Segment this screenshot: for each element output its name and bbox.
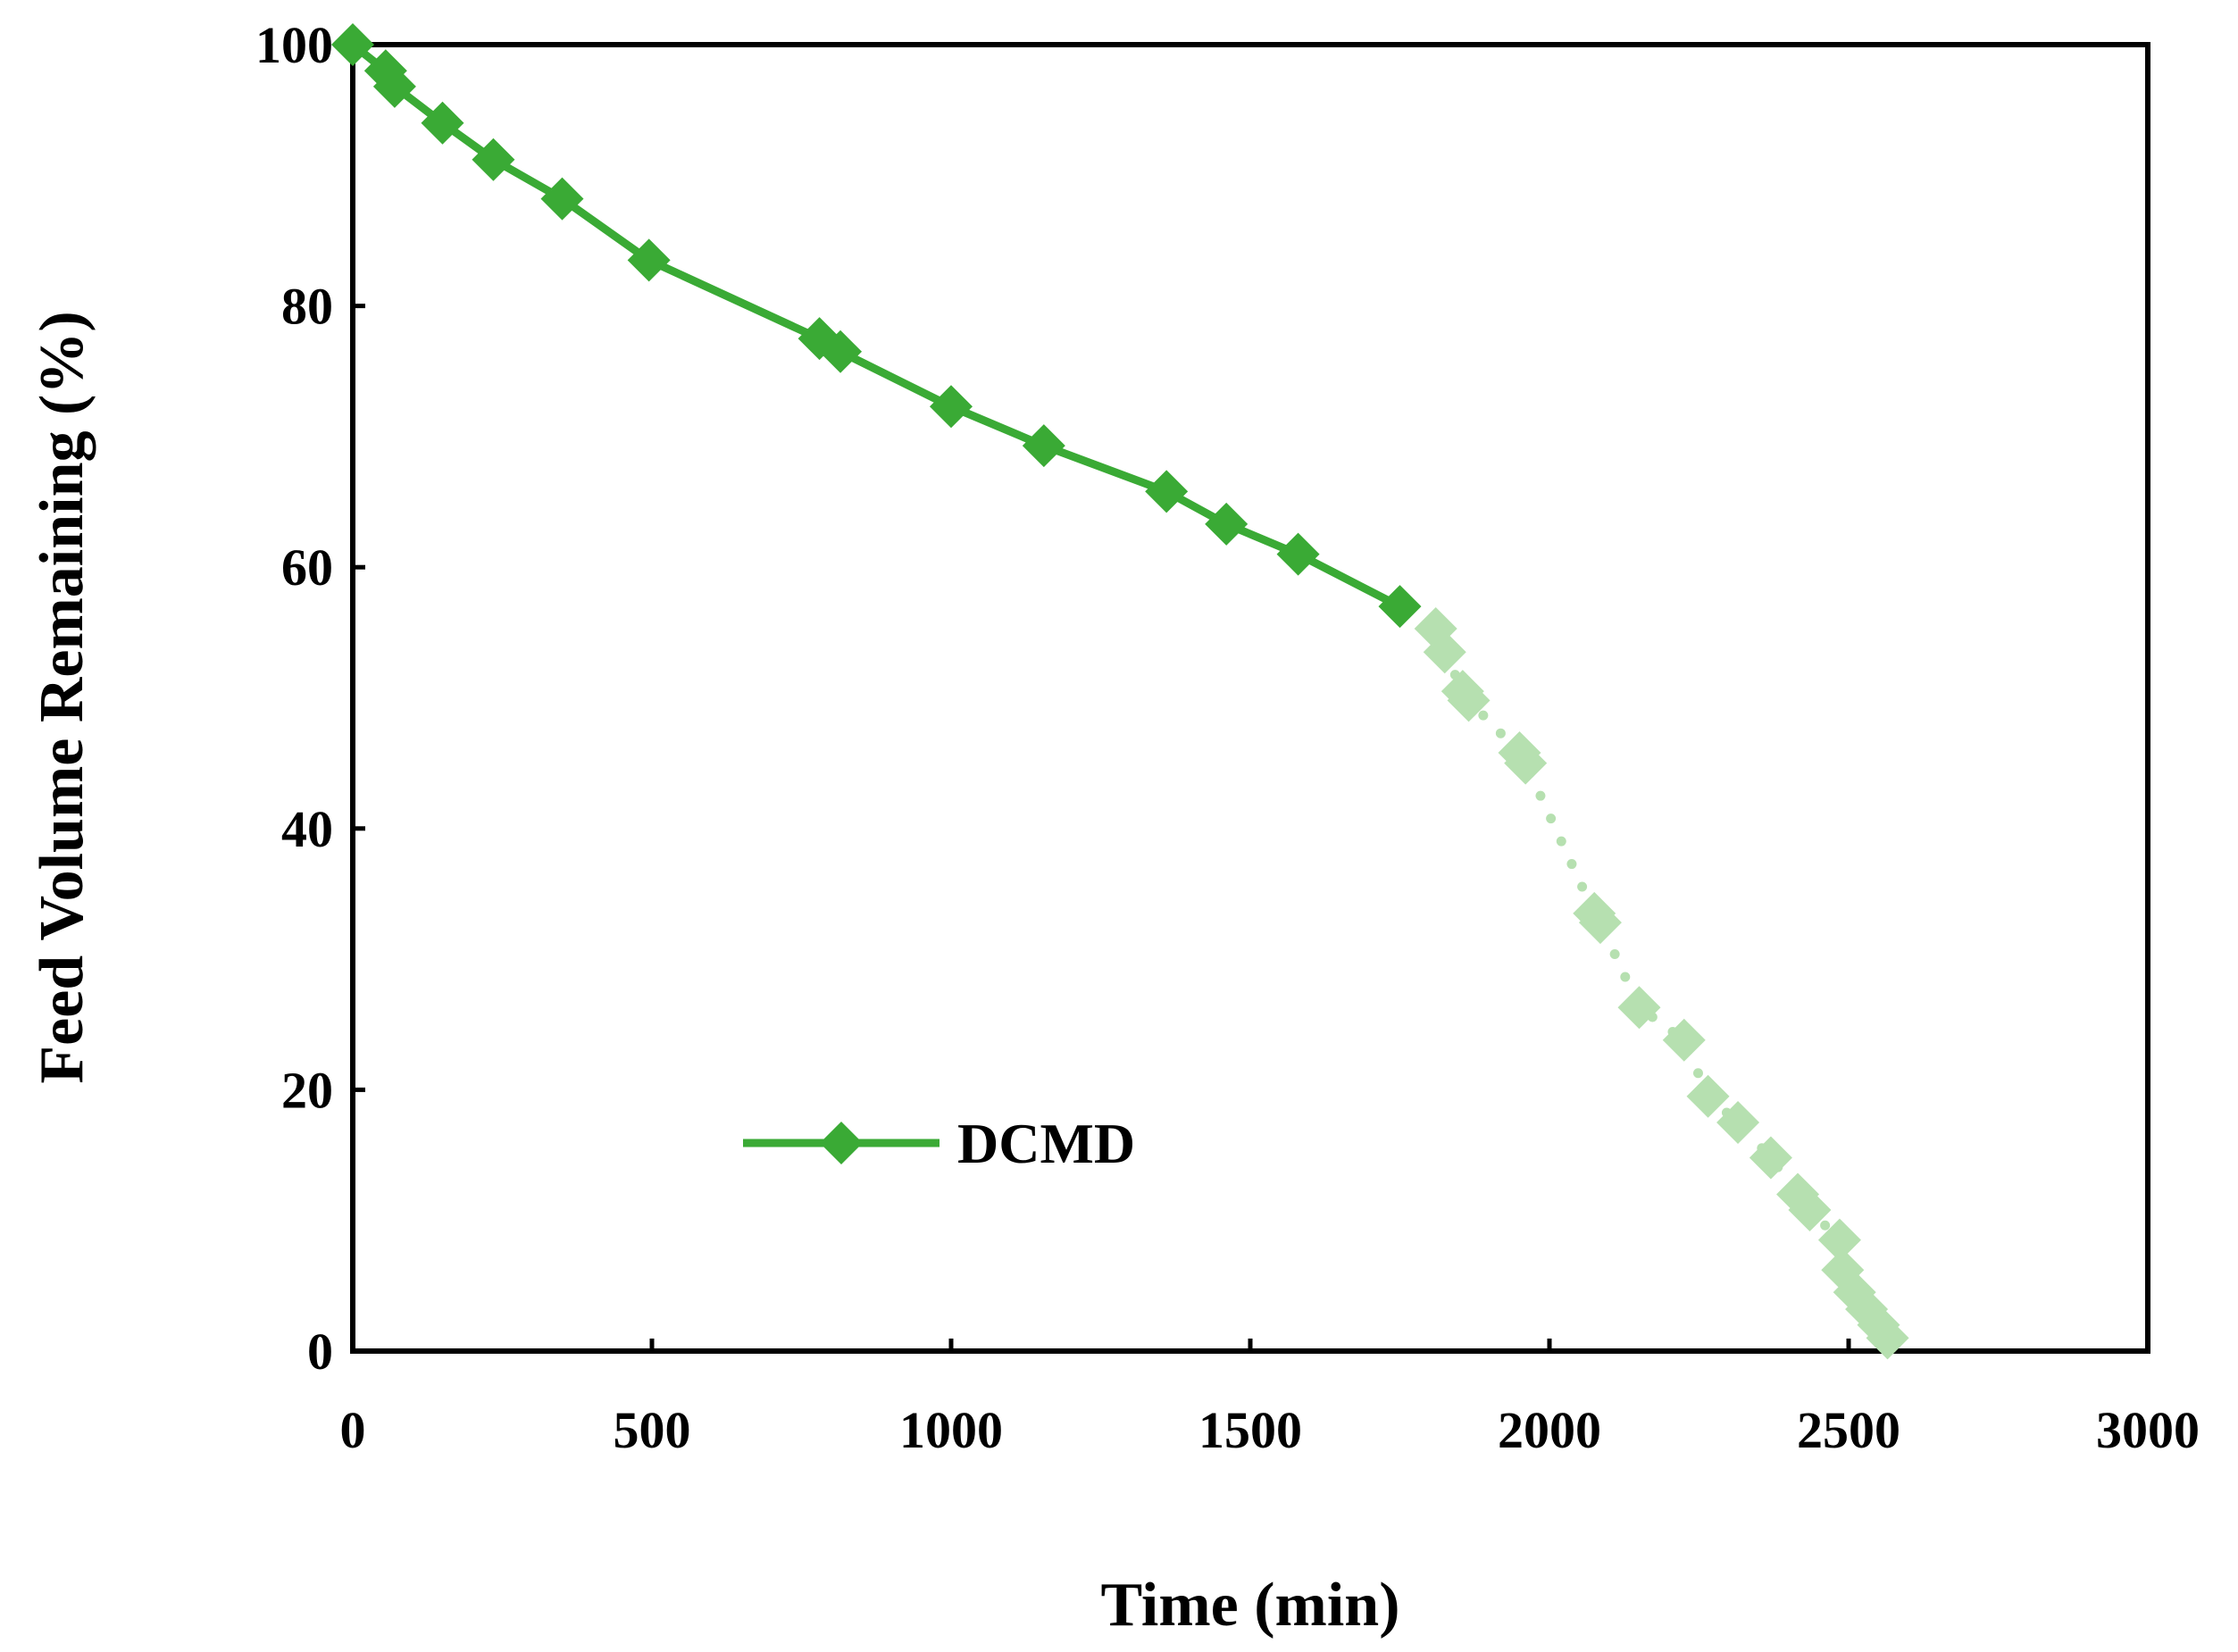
series-0-marker: [540, 177, 584, 221]
x-tick-label: 500: [614, 1401, 691, 1459]
x-axis-title: Time (min): [1100, 1571, 1399, 1639]
series-0-marker: [930, 385, 973, 429]
series-1-marker: [1716, 1100, 1760, 1144]
series-0-marker: [819, 330, 863, 373]
x-tick-label: 2000: [1498, 1401, 1601, 1459]
series-0-marker: [627, 238, 671, 282]
series-1-marker: [1817, 1218, 1861, 1262]
series-1-marker: [1788, 1188, 1832, 1231]
x-tick-label: 0: [340, 1401, 366, 1459]
x-tick-label: 2500: [1797, 1401, 1900, 1459]
series-0-marker: [472, 138, 515, 181]
y-tick-label: 80: [281, 278, 333, 336]
x-axis-ticks: 0 500 1000 1500 2000 2500 3000: [340, 1339, 2200, 1459]
series-0-marker: [372, 64, 416, 108]
series-1-marker: [1866, 1316, 1909, 1360]
series-layer: [331, 23, 1909, 1360]
y-tick-label: 0: [307, 1322, 333, 1381]
series-0-marker: [331, 23, 374, 66]
series-0-marker: [1145, 470, 1189, 513]
x-tick-label: 3000: [2096, 1401, 2200, 1459]
y-tick-label: 100: [255, 16, 333, 74]
series-0-marker: [1378, 585, 1422, 629]
x-tick-label: 1500: [1198, 1401, 1302, 1459]
legend: DCMD: [743, 1112, 1135, 1175]
series-1-marker: [1504, 741, 1548, 785]
series-1-marker: [1447, 679, 1491, 722]
legend-label-dcmd: DCMD: [957, 1112, 1135, 1175]
y-axis-title: Feed Volume Remaining (%): [28, 311, 96, 1083]
series-1-marker: [1423, 630, 1466, 674]
series-0-marker: [1205, 502, 1248, 546]
legend-marker: [820, 1122, 863, 1164]
y-axis-ticks: 0 20 40 60 80 100: [255, 16, 365, 1381]
series-1-marker: [1662, 1018, 1706, 1062]
y-tick-label: 40: [281, 800, 333, 858]
series-1-marker: [1578, 901, 1622, 945]
y-tick-label: 60: [281, 538, 333, 597]
series-0-marker: [421, 101, 464, 145]
series-1-marker: [1749, 1136, 1792, 1180]
series-1-marker: [1686, 1074, 1730, 1118]
series-0-marker: [1022, 424, 1065, 468]
x-tick-label: 1000: [899, 1401, 1003, 1459]
series-1-marker: [1617, 986, 1661, 1030]
series-0-marker: [1276, 532, 1320, 576]
y-tick-label: 20: [281, 1061, 333, 1119]
